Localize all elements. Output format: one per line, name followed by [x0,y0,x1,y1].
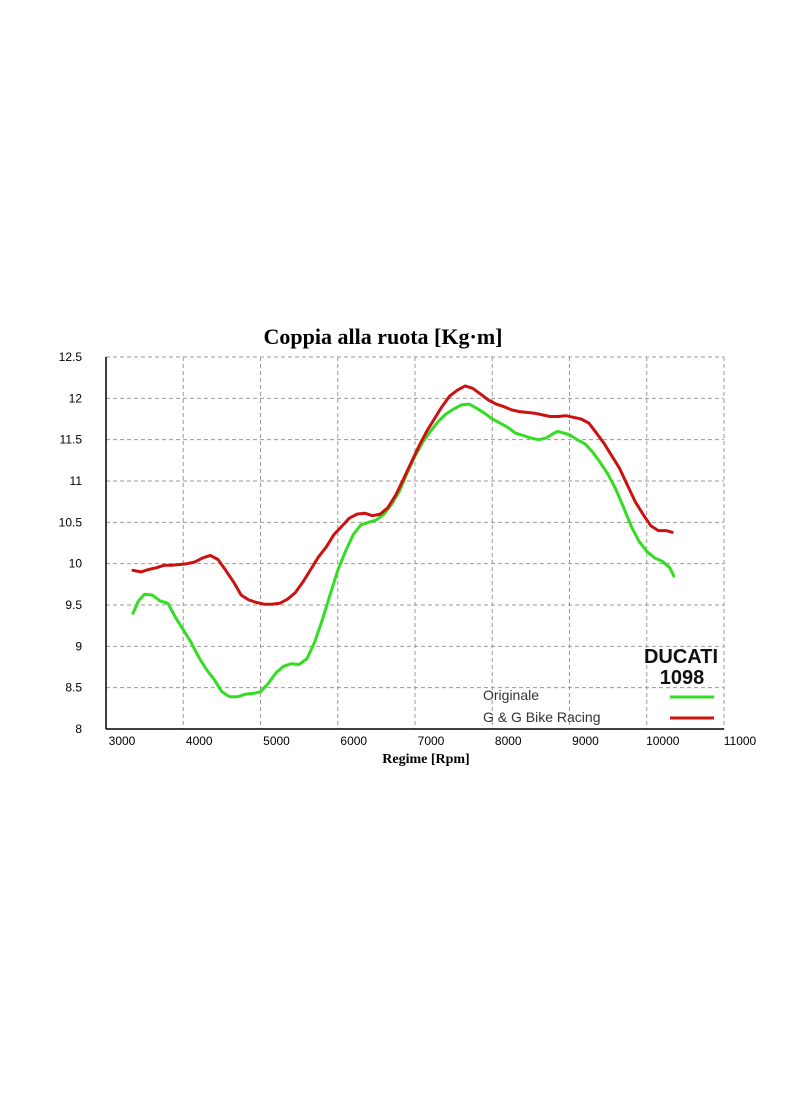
x-tick-labels: 3000 4000 5000 6000 7000 8000 9000 10000 11000 [109,734,757,748]
y-tick-labels: 8 8.5 9 9.5 10 10.5 11 11.5 12 12.5 [59,350,83,736]
x-tick-label: 9000 [572,734,599,748]
x-tick-label: 3000 [109,734,136,748]
x-axis-label: Regime [Rpm] [382,752,469,767]
y-tick-label: 10.5 [59,515,83,529]
x-tick-label: 4000 [186,734,213,748]
x-tick-label: 6000 [340,734,367,748]
x-tick-label: 5000 [263,734,290,748]
chart-title: Coppia alla ruota [Kg·m] [264,324,503,349]
grid [106,356,725,729]
y-tick-label: 8.5 [65,681,82,695]
y-tick-label: 11 [70,474,83,488]
y-tick-label: 12.5 [59,350,83,364]
series [131,384,676,699]
x-tick-label: 8000 [495,734,522,748]
y-tick-label: 8 [75,722,82,736]
model-number: 1098 [660,667,705,689]
x-tick-label: 7000 [418,734,445,748]
brand-name: DUCATI [644,646,718,668]
x-tick-label: 11000 [724,734,757,748]
legend-label: G & G Bike Racing [483,709,601,725]
y-tick-label: 12 [69,391,83,405]
series-line [131,384,674,606]
y-tick-label: 11.5 [60,433,83,447]
legend: Originale G & G Bike Racing [483,687,714,725]
x-tick-label: 10000 [646,734,680,748]
brand-annotation: DUCATI 1098 [644,646,718,689]
axes [105,357,724,730]
series-line [131,402,676,699]
y-tick-label: 9.5 [65,598,82,612]
y-tick-label: 9 [75,639,82,653]
y-tick-label: 10 [69,557,83,571]
legend-label: Originale [483,687,539,703]
